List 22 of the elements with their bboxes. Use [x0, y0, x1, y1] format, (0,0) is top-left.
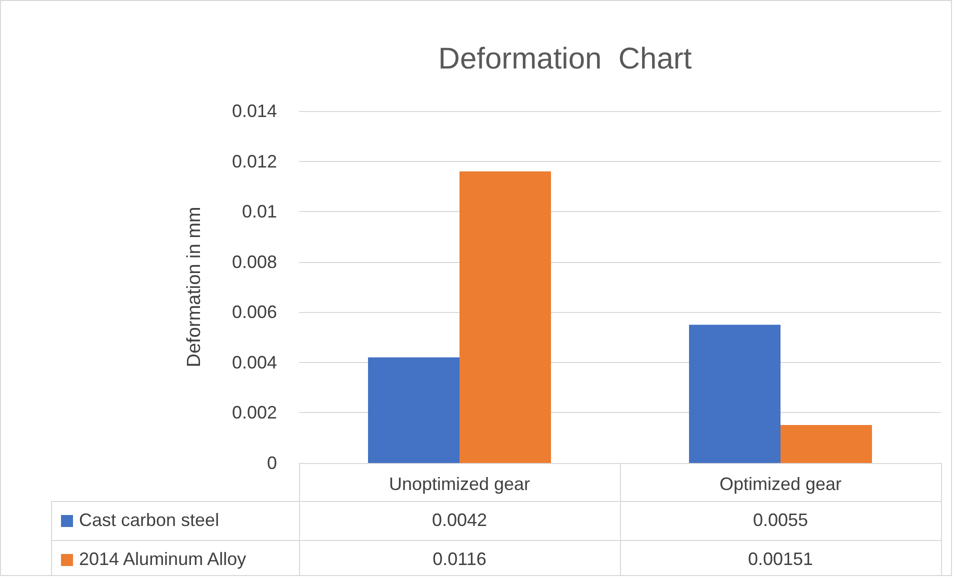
y-tick-label: 0.014 [232, 101, 277, 121]
bar [780, 425, 872, 463]
y-tick-label: 0.012 [232, 151, 277, 172]
data-label: 0.00151 [746, 548, 814, 571]
bar [460, 171, 551, 463]
legend-label: 2014 Aluminum Alloy [79, 549, 246, 570]
bar [689, 324, 780, 463]
x-tick-label: Unoptimized gear [388, 474, 530, 494]
bar [368, 357, 460, 463]
legend-label: Cast carbon steel [79, 510, 220, 531]
data-label: 0.0055 [752, 509, 810, 532]
x-tick-label: Optimized gear [719, 474, 842, 494]
data-label: 0.0042 [430, 509, 488, 532]
y-axis-title: Deformation in mm [184, 206, 205, 368]
y-tick-label: 0.006 [232, 302, 277, 322]
y-tick-label: 0 [266, 453, 277, 473]
chart-title: Deformation Chart [438, 42, 692, 76]
y-tick-label: 0.002 [232, 402, 277, 423]
y-tick-label: 0.01 [242, 202, 277, 222]
y-tick-label: 0.004 [232, 352, 277, 372]
y-tick-label: 0.008 [232, 252, 277, 272]
data-label: 0.0116 [432, 548, 488, 571]
